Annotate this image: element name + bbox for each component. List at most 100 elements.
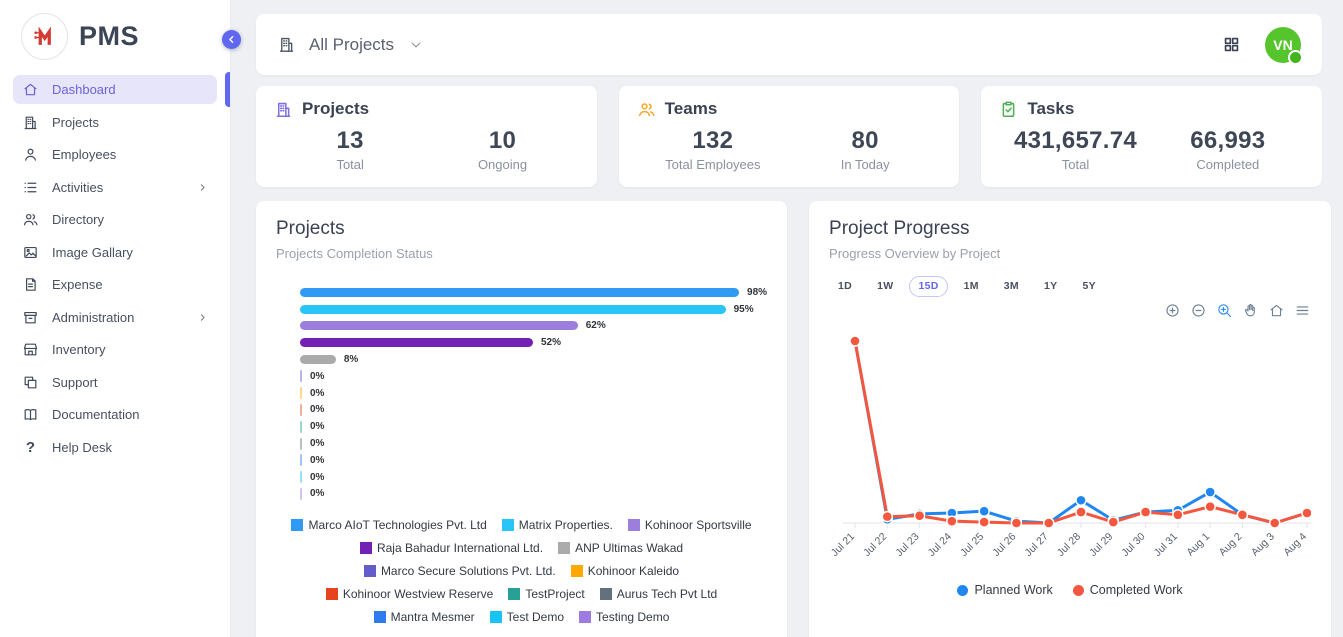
progress-card-title: Project Progress — [829, 218, 970, 239]
projects-card-title: Projects — [276, 218, 345, 239]
metric-ongoing: 10 Ongoing — [426, 127, 578, 172]
sidebar-item-directory[interactable]: Directory — [13, 205, 217, 234]
svg-text:Jul 24: Jul 24 — [926, 531, 954, 559]
sidebar-item-administration[interactable]: Administration — [13, 303, 217, 332]
range-button-1y[interactable]: 1Y — [1043, 280, 1058, 292]
legend-item-raja-bahadur-international-ltd[interactable]: Raja Bahadur International Ltd. — [359, 541, 543, 555]
metric-label: Total — [336, 157, 364, 172]
bar-row-mantra-mesmer: 0% — [300, 452, 767, 469]
people-icon — [637, 100, 656, 119]
legend-item-testproject[interactable]: TestProject — [508, 587, 585, 601]
sidebar-item-image-gallary[interactable]: Image Gallary — [13, 238, 217, 267]
sidebar-item-support[interactable]: Support — [13, 368, 217, 397]
person-icon — [22, 146, 39, 163]
legend-item-marco-secure-solutions-pvt-ltd[interactable]: Marco Secure Solutions Pvt. Ltd. — [363, 564, 556, 578]
user-initials: VN — [1273, 36, 1293, 53]
legend-item-mantra-mesmer[interactable]: Mantra Mesmer — [373, 610, 475, 624]
bar — [300, 437, 302, 450]
pan-icon[interactable] — [1242, 302, 1259, 319]
legend-item-marco-aiot-technologies-pvt-ltd[interactable]: Marco AIoT Technologies Pvt. Ltd — [291, 518, 487, 532]
zoom-in-icon[interactable] — [1164, 302, 1181, 319]
sidebar-item-activities[interactable]: Activities — [13, 173, 217, 202]
range-button-15d[interactable]: 15D — [909, 276, 948, 297]
sidebar-item-dashboard[interactable]: Dashboard — [13, 72, 230, 107]
stat-card-tasks: Tasks 431,657.74 Total 66,993 Completed — [981, 86, 1323, 187]
range-button-1w[interactable]: 1W — [877, 280, 894, 292]
clipboard-check-icon — [999, 100, 1018, 119]
bar-row-kohinoor-sportsville: 62% — [300, 318, 767, 335]
sidebar-item-label: Help Desk — [52, 439, 112, 455]
menu-icon[interactable] — [1294, 302, 1311, 319]
sidebar-item-label: Dashboard — [52, 82, 116, 97]
range-button-5y[interactable]: 5Y — [1082, 280, 1096, 292]
metric-in-today: 80 In Today — [789, 127, 941, 172]
bar-row-matrix-properties: 95% — [300, 301, 767, 318]
charts-row: Projects Projects Completion Status 98% 9… — [256, 201, 1332, 637]
projects-bar-legend: Marco AIoT Technologies Pvt. Ltd Matrix P… — [276, 518, 767, 624]
book-icon — [22, 406, 39, 423]
chevron-right-icon — [197, 182, 208, 193]
legend-swatch — [489, 611, 502, 624]
legend-swatch — [363, 565, 376, 578]
sidebar-collapse-button[interactable] — [222, 30, 241, 49]
progress-chart-card: Project Progress Progress Overview by Pr… — [809, 201, 1332, 637]
metric-label: In Today — [840, 157, 890, 172]
sidebar-item-help-desk[interactable]: ? Help Desk — [13, 433, 217, 462]
home-icon[interactable] — [1268, 302, 1285, 319]
legend-item-completed-work[interactable]: Completed Work — [1072, 583, 1183, 597]
legend-item-kohinoor-sportsville[interactable]: Kohinoor Sportsville — [627, 518, 752, 532]
svg-text:Jul 28: Jul 28 — [1055, 531, 1083, 559]
bar-row-marco-secure-solutions-pvt-ltd: 0% — [300, 368, 767, 385]
legend-item-kohinoor-westview-reserve[interactable]: Kohinoor Westview Reserve — [325, 587, 493, 601]
legend-item-test-demo[interactable]: Test Demo — [489, 610, 564, 624]
bar-value-label: 95% — [733, 303, 754, 315]
range-button-3m[interactable]: 3M — [1003, 280, 1019, 292]
sidebar-item-expense[interactable]: Expense — [13, 270, 217, 299]
project-filter-dropdown[interactable]: All Projects — [277, 35, 423, 55]
metric-total-employees: 132 Total Employees — [637, 127, 789, 172]
legend-swatch — [627, 519, 640, 532]
legend-label: ANP Ultimas Wakad — [575, 541, 684, 556]
sidebar-item-inventory[interactable]: Inventory — [13, 335, 217, 364]
legend-item-anp-ultimas-wakad[interactable]: ANP Ultimas Wakad — [558, 541, 683, 555]
legend-swatch — [373, 611, 386, 624]
sidebar-item-label: Image Gallary — [52, 244, 133, 260]
bar-value-label: 0% — [310, 438, 325, 450]
metric-label: Total Employees — [665, 157, 761, 172]
bar-value-label: 0% — [310, 370, 325, 382]
sidebar-item-projects[interactable]: Projects — [13, 108, 217, 137]
legend-item-kohinoor-kaleido[interactable]: Kohinoor Kaleido — [570, 564, 679, 578]
store-icon — [22, 341, 39, 358]
building-icon — [22, 114, 39, 131]
legend-item-planned-work[interactable]: Planned Work — [957, 583, 1053, 597]
bar-value-label: 52% — [540, 337, 561, 349]
sidebar-item-documentation[interactable]: Documentation — [13, 400, 217, 429]
sidebar-item-employees[interactable]: Employees — [13, 140, 217, 169]
selection-zoom-icon[interactable] — [1216, 302, 1233, 319]
stat-card-projects: Projects 13 Total 10 Ongoing — [256, 86, 597, 187]
bar-value-label: 0% — [310, 488, 325, 500]
bar-row-testing-demo: 0% — [300, 486, 767, 503]
svg-text:Aug 3: Aug 3 — [1249, 531, 1277, 559]
svg-text:Jul 22: Jul 22 — [861, 531, 889, 559]
svg-text:Aug 2: Aug 2 — [1217, 531, 1245, 559]
legend-swatch — [558, 542, 571, 555]
legend-item-aurus-tech-pvt-ltd[interactable]: Aurus Tech Pvt Ltd — [599, 587, 717, 601]
legend-item-matrix-properties[interactable]: Matrix Properties. — [501, 518, 613, 532]
user-avatar[interactable]: VN — [1265, 26, 1303, 65]
sidebar-item-label: Support — [52, 374, 98, 390]
stat-card-header: Tasks — [999, 99, 1304, 119]
stat-metrics: 13 Total 10 Ongoing — [274, 127, 579, 172]
zoom-out-icon[interactable] — [1190, 302, 1207, 319]
stat-metrics: 431,657.74 Total 66,993 Completed — [999, 127, 1304, 172]
legend-item-testing-demo[interactable]: Testing Demo — [579, 610, 669, 624]
chevron-down-icon — [409, 38, 423, 52]
range-button-1d[interactable]: 1D — [838, 280, 853, 292]
svg-text:Jul 27: Jul 27 — [1023, 531, 1051, 559]
bar-row-anp-ultimas-wakad: 8% — [300, 351, 767, 368]
legend-dot — [1072, 584, 1084, 596]
apps-grid-icon[interactable] — [1222, 35, 1241, 54]
stats-row: Projects 13 Total 10 Ongoing Teams 132 Total Em… — [256, 86, 1323, 187]
range-button-1m[interactable]: 1M — [963, 280, 979, 292]
sidebar-item-label: Directory — [52, 212, 105, 227]
